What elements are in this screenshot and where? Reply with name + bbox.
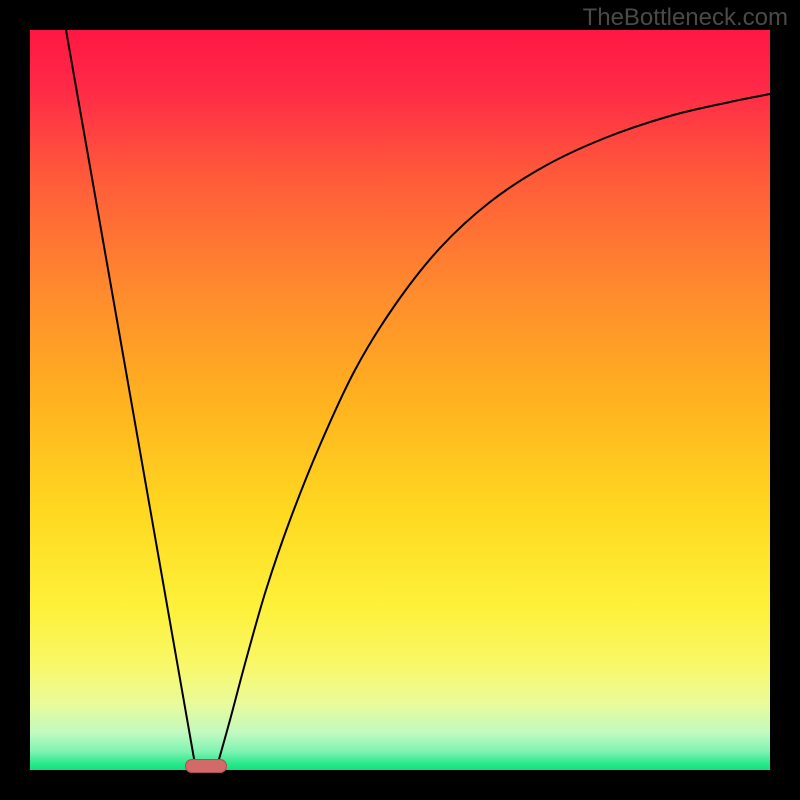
- chart-frame: TheBottleneck.com: [0, 0, 800, 800]
- plot-area: [30, 30, 770, 770]
- watermark-text: TheBottleneck.com: [583, 4, 788, 32]
- bottleneck-curve: [30, 30, 770, 770]
- bottleneck-marker: [185, 759, 227, 773]
